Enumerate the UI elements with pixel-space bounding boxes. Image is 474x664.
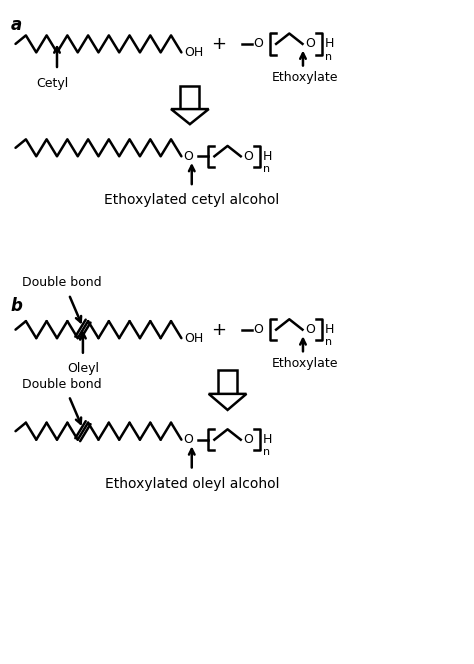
Text: a: a xyxy=(11,15,22,34)
Text: Double bond: Double bond xyxy=(22,378,101,391)
Text: +: + xyxy=(210,321,226,339)
Text: H: H xyxy=(325,323,334,336)
Text: O: O xyxy=(183,433,193,446)
Polygon shape xyxy=(171,109,209,124)
Text: O: O xyxy=(254,323,264,336)
Text: OH: OH xyxy=(184,46,203,59)
Text: O: O xyxy=(305,323,315,336)
Polygon shape xyxy=(218,370,237,394)
Text: Ethoxylate: Ethoxylate xyxy=(272,357,338,370)
Text: OH: OH xyxy=(184,331,203,345)
Text: n: n xyxy=(325,52,332,62)
Text: O: O xyxy=(244,150,254,163)
Text: O: O xyxy=(244,433,254,446)
Text: Cetyl: Cetyl xyxy=(36,77,68,90)
Text: n: n xyxy=(263,164,270,174)
Text: n: n xyxy=(325,337,332,347)
Text: Ethoxylated oleyl alcohol: Ethoxylated oleyl alcohol xyxy=(104,477,279,491)
Text: O: O xyxy=(183,150,193,163)
Text: Ethoxylate: Ethoxylate xyxy=(272,71,338,84)
Text: n: n xyxy=(263,448,270,457)
Text: O: O xyxy=(305,37,315,50)
Polygon shape xyxy=(181,86,199,109)
Text: O: O xyxy=(254,37,264,50)
Polygon shape xyxy=(209,394,246,410)
Text: Ethoxylated cetyl alcohol: Ethoxylated cetyl alcohol xyxy=(104,193,279,207)
Text: Oleyl: Oleyl xyxy=(67,362,99,374)
Text: H: H xyxy=(263,150,272,163)
Text: +: + xyxy=(210,35,226,53)
Text: H: H xyxy=(263,433,272,446)
Text: b: b xyxy=(11,297,23,315)
Text: Double bond: Double bond xyxy=(22,276,101,290)
Text: H: H xyxy=(325,37,334,50)
